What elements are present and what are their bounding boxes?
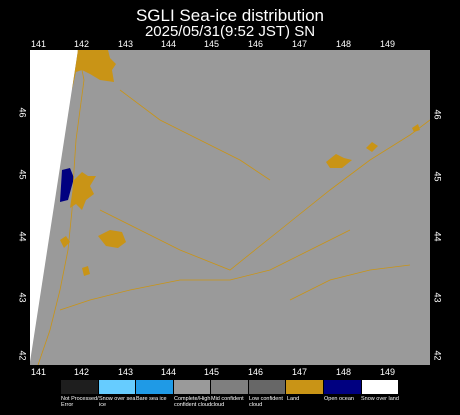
coastline	[289, 264, 411, 301]
lat-tick-right: 43	[432, 292, 443, 303]
legend-label: Snow over land	[361, 396, 399, 402]
lat-tick-left: 45	[17, 169, 28, 180]
legend-label: Complete/High confident cloud	[174, 396, 211, 408]
lon-tick-bottom: 149	[380, 367, 396, 377]
legend-label: Open ocean	[324, 396, 354, 402]
sea-ice-map	[30, 50, 430, 365]
legend-label: Snow over sea ice	[99, 396, 136, 408]
legend-label: Land	[287, 396, 300, 402]
legend-swatch-snow-over-sea-ice	[98, 380, 137, 394]
legend-swatch-high-cloud	[173, 380, 212, 394]
land-area	[326, 154, 352, 168]
legend-swatch-bare-sea-ice	[136, 380, 174, 394]
legend-swatch-low-cloud	[248, 380, 287, 394]
lon-tick-top: 149	[380, 39, 396, 49]
land-area	[70, 172, 96, 210]
open-ocean-patch	[60, 168, 74, 202]
legend-swatch-mid-cloud	[211, 380, 249, 394]
land-area	[60, 236, 70, 248]
land-area	[366, 142, 378, 152]
legend-swatch-not-processed	[61, 380, 99, 394]
land-area	[98, 230, 126, 248]
lat-tick-left: 44	[17, 231, 28, 242]
lat-tick-right: 42	[432, 350, 443, 361]
legend-label: Low confident cloud	[249, 396, 283, 408]
land-area	[72, 50, 116, 90]
lon-tick-bottom: 148	[336, 367, 352, 377]
lon-tick-top: 146	[248, 39, 264, 49]
lon-tick-bottom: 145	[204, 367, 220, 377]
lon-tick-bottom: 144	[161, 367, 177, 377]
lat-tick-right: 45	[432, 171, 443, 182]
coastline	[59, 229, 351, 311]
legend-bar	[61, 380, 400, 394]
lat-tick-right: 44	[432, 231, 443, 242]
lon-tick-top: 143	[118, 39, 134, 49]
map-subtitle: 2025/05/31(9:52 JST) SN	[144, 23, 316, 40]
lon-tick-top: 145	[204, 39, 220, 49]
lon-tick-top: 148	[336, 39, 352, 49]
lon-tick-top: 141	[31, 39, 47, 49]
land-area	[82, 266, 90, 276]
legend-swatch-open-ocean	[323, 380, 362, 394]
lon-tick-top: 142	[74, 39, 90, 49]
legend-label: Mid confident cloud	[211, 396, 244, 408]
legend-swatch-snow-over-land	[361, 380, 400, 394]
land-area	[412, 124, 420, 132]
lat-tick-left: 46	[17, 107, 28, 118]
lon-tick-bottom: 142	[74, 367, 90, 377]
lon-tick-bottom: 143	[118, 367, 134, 377]
lat-tick-left: 42	[17, 350, 28, 361]
lon-tick-bottom: 147	[292, 367, 308, 377]
legend-label: Not Processed/ Error	[61, 396, 99, 408]
lon-tick-bottom: 146	[248, 367, 264, 377]
cloud-swath	[30, 50, 430, 365]
lon-tick-top: 147	[292, 39, 308, 49]
legend-swatch-land	[286, 380, 324, 394]
lat-tick-left: 43	[17, 292, 28, 303]
coastline	[119, 89, 271, 181]
lon-tick-bottom: 141	[31, 367, 47, 377]
map-title: SGLI Sea-ice distribution	[135, 6, 325, 25]
legend-label: Bare sea ice	[136, 396, 167, 402]
lat-tick-right: 46	[432, 109, 443, 120]
lon-tick-top: 144	[161, 39, 177, 49]
coastline	[37, 50, 85, 365]
coastline	[99, 119, 430, 271]
